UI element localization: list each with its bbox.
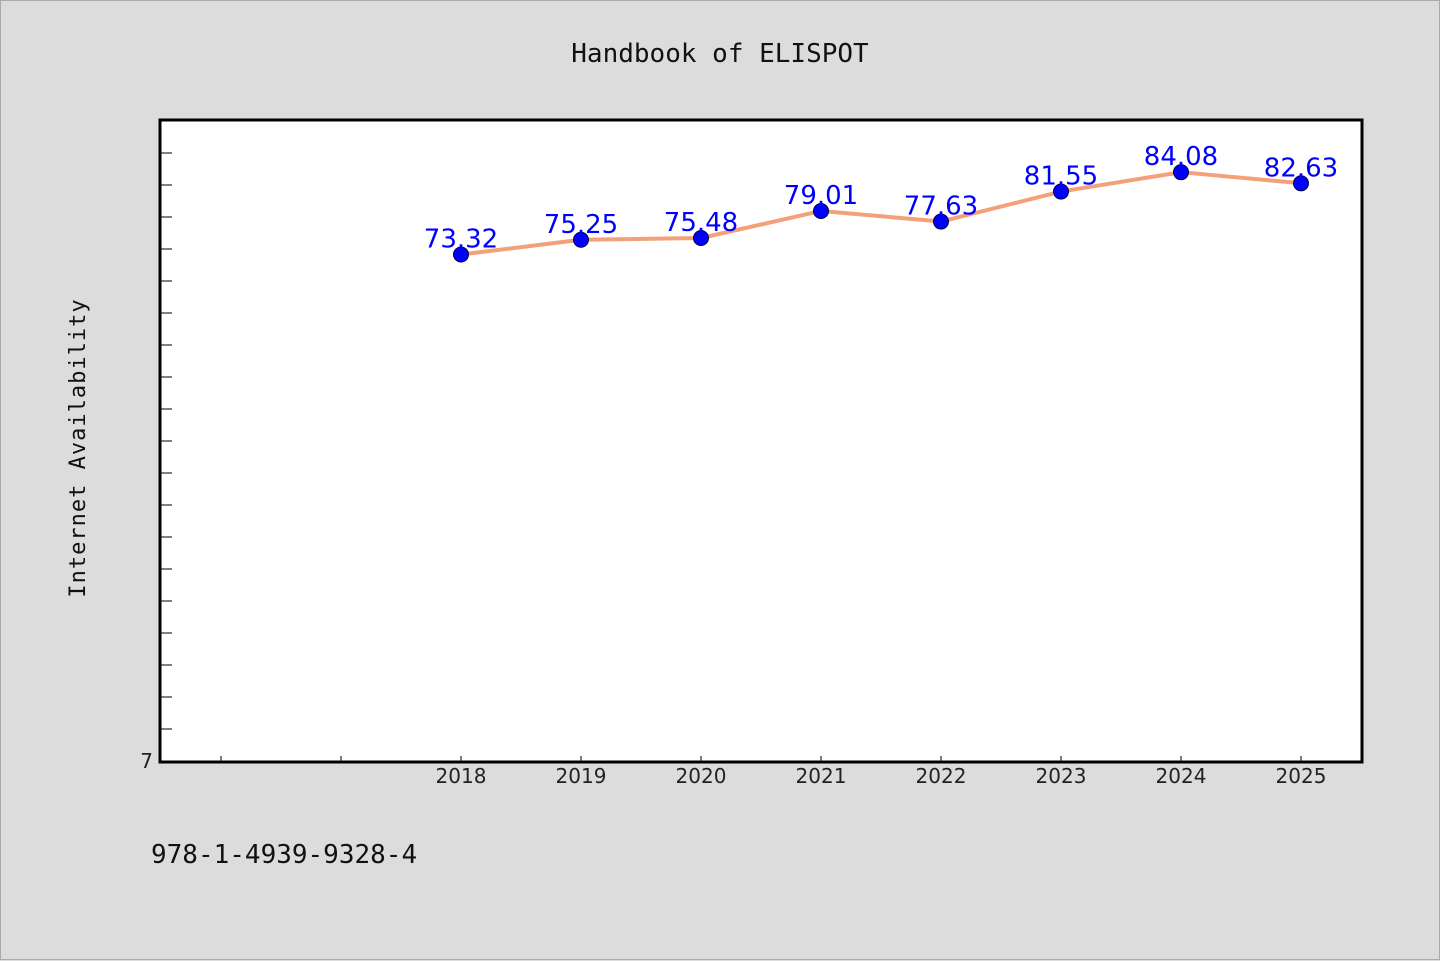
series-line — [459, 170, 1303, 257]
data-point — [1293, 175, 1309, 192]
x-tick-label: 2024 — [1156, 764, 1207, 788]
x-tick-label: 2020 — [676, 764, 727, 788]
x-axis-ticks — [220, 756, 1302, 762]
chart-title: Handbook of ELISPOT — [571, 39, 869, 69]
x-tick-label: 2019 — [556, 764, 607, 788]
y-axis-label: Internet Availability — [66, 298, 91, 597]
y-axis-ticks — [160, 152, 172, 762]
isbn-text: 978-1-4939-9328-4 — [151, 840, 417, 870]
data-point — [693, 229, 709, 246]
data-label: 77.63 — [904, 192, 978, 222]
data-labels: 73.32 75.25 75.48 79.01 77.63 81.55 84.08 82.63 — [424, 142, 1338, 254]
data-label: 82.63 — [1264, 153, 1338, 183]
plot-area — [158, 118, 1364, 764]
x-tick-label: 2025 — [1276, 764, 1327, 788]
data-label: 79.01 — [784, 181, 858, 211]
x-tick-label: 2018 — [436, 764, 487, 788]
data-point — [1053, 183, 1069, 200]
data-label: 75.25 — [544, 210, 618, 240]
data-point — [933, 213, 949, 230]
x-tick-labels: 2018 2019 2020 2021 2022 2023 2024 2025 — [436, 764, 1327, 788]
y-tick-label-min: 7 — [140, 749, 153, 773]
x-tick-label: 2021 — [796, 764, 847, 788]
data-label: 73.32 — [424, 225, 498, 255]
data-label: 84.08 — [1144, 142, 1218, 172]
data-markers — [453, 164, 1309, 263]
series-line-group — [459, 170, 1303, 257]
data-label: 75.48 — [664, 208, 738, 238]
data-label: 81.55 — [1024, 162, 1098, 192]
x-tick-label: 2023 — [1036, 764, 1087, 788]
data-point — [573, 231, 589, 248]
x-tick-label: 2022 — [916, 764, 967, 788]
data-point — [813, 202, 829, 219]
data-point — [453, 246, 469, 263]
data-point — [1173, 164, 1189, 181]
